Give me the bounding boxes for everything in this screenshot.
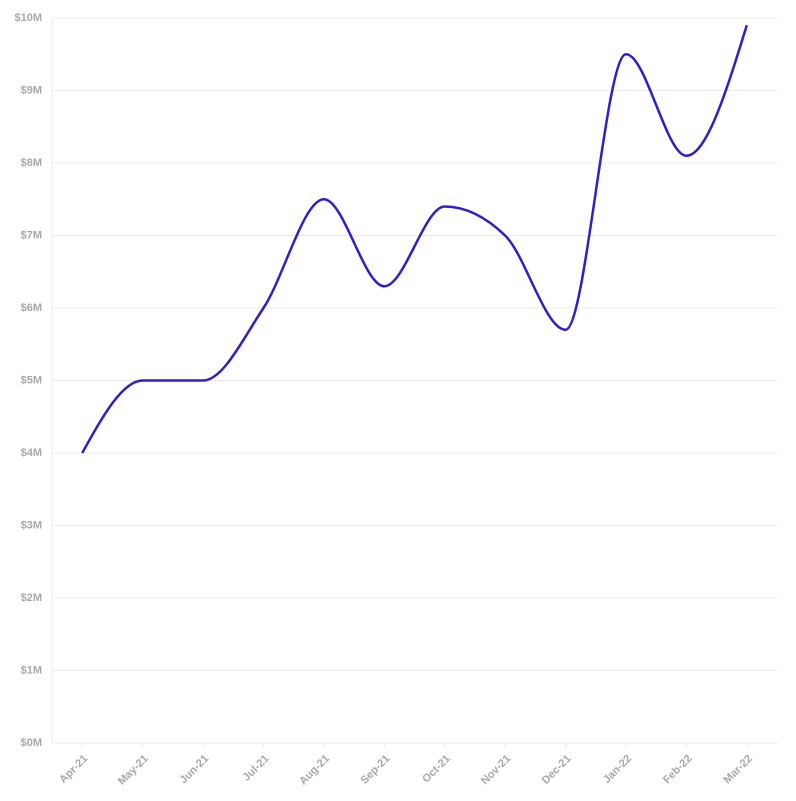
x-tick-label: Apr-21	[57, 753, 90, 786]
x-tick-label: Dec-21	[540, 753, 574, 787]
y-tick-label: $2M	[21, 592, 42, 604]
x-tick-label: Jan-22	[601, 753, 634, 786]
y-tick-label: $6M	[21, 302, 42, 314]
y-tick-label: $0M	[21, 737, 42, 749]
line	[81, 24, 748, 454]
x-tick-label: Mar-22	[721, 753, 755, 787]
x-tick-label: May-21	[116, 753, 151, 788]
x-tick-label: Oct-21	[420, 753, 453, 786]
x-tick-label: Jul-21	[241, 753, 272, 784]
y-tick-label: $3M	[21, 519, 42, 531]
y-tick-label: $8M	[21, 157, 42, 169]
y-tick-label: $7M	[21, 229, 42, 241]
x-tick-label: Feb-22	[661, 753, 695, 787]
y-tick-label: $10M	[14, 12, 42, 24]
x-tick-label: Sep-21	[358, 753, 392, 787]
y-tick-label: $5M	[21, 374, 42, 386]
y-tick-label: $4M	[21, 447, 42, 459]
y-tick-label: $9M	[21, 84, 42, 96]
x-tick-label: Nov-21	[479, 753, 513, 787]
x-tick-label: Jun-21	[178, 753, 212, 787]
y-tick-label: $1M	[21, 664, 42, 676]
x-tick-label: Aug-21	[297, 753, 332, 788]
